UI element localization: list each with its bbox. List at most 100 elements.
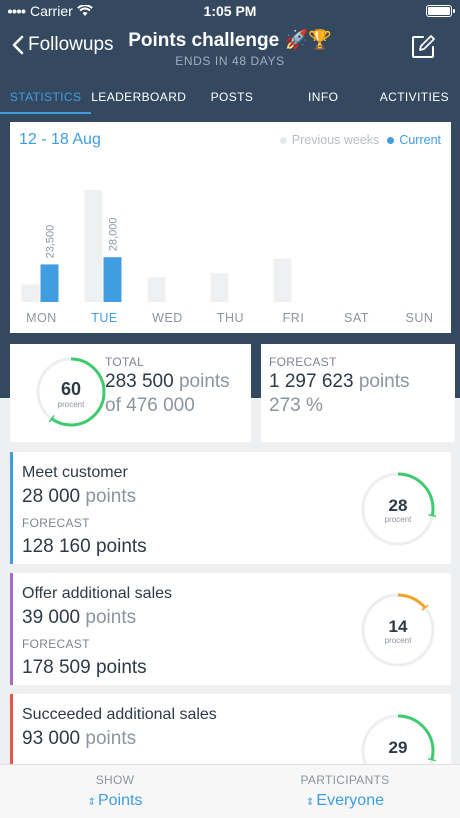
activity-points-value: 93 000 [22,728,81,749]
ring-end-tick [48,415,55,423]
back-label: Followups [28,34,114,55]
activity-color-bar [10,452,13,564]
tab-info[interactable]: INFO [308,90,339,104]
show-value-row: ⇕ Points [0,792,230,810]
total-points-unit: points [178,371,230,392]
show-selector[interactable]: SHOW ⇕ Points [0,765,230,818]
forecast-points-value: 1 297 623 [269,371,354,392]
bar-previous-fri [273,258,292,302]
ring-end-tick [421,604,429,611]
ring-end-tick [427,757,436,762]
show-label: SHOW [95,773,135,787]
activity-card-offer-additional-sales[interactable]: Offer additional sales 39 000 points FOR… [10,573,451,685]
total-points-value: 283 500 [105,371,174,392]
forecast-percent: 273 % [269,395,323,416]
legend-current: Current [387,133,441,147]
activity-color-bar [10,694,13,764]
activity-percent: 28 [388,496,408,515]
activity-points: 28 000 points [22,486,136,508]
navigation-bar: Followups Points challenge 🚀🏆 ENDS IN 48… [0,24,460,74]
ring-progress-arc [361,593,435,667]
activity-percent: 14 [388,617,408,636]
x-tick-sun: SUN [406,311,434,325]
participants-value: Everyone [316,792,384,809]
ring-progress-arc [361,714,435,764]
activity-percent: 29 [388,738,408,757]
data-label-tue: 28,000 [108,218,120,252]
activity-forecast-value: 178 509 points [22,657,147,678]
activity-progress-ring [361,472,436,546]
activity-color-bar [10,573,13,685]
forecast-label: FORECAST [269,355,337,369]
bar-current-mon [40,264,59,302]
weekly-chart-card: 23,500 MON 28,000 TUE WED THU FRI SAT SUN 12 - 1… [10,122,451,333]
tab-statistics[interactable]: STATISTICS [0,84,92,114]
page-title: Points challenge 🚀🏆 [128,30,332,51]
legend-previous: Previous weeks [279,133,380,147]
carrier-name: Carrier [30,3,73,19]
activity-title: Offer additional sales [22,585,173,602]
bar-previous-thu [210,273,229,302]
back-button[interactable]: Followups [12,34,114,56]
bar-previous-wed [147,277,166,302]
activity-progress-ring [361,593,435,667]
tab-leaderboard[interactable]: LEADERBOARD [91,90,187,104]
activity-percent-unit: procent [384,515,412,524]
chart-legend: Previous weeks Current [279,133,441,147]
participants-selector[interactable]: PARTICIPANTS ⇕ Everyone [230,765,460,818]
tab-posts[interactable]: POSTS [210,90,254,104]
activity-forecast-label: FORECAST [22,516,90,530]
x-tick-sat: SAT [344,311,369,325]
total-card: 60 procent TOTAL 283 500 points of 476 0… [10,344,251,442]
activity-points-unit: points [85,607,137,628]
x-tick-tue: TUE [91,311,118,325]
activity-points-value: 39 000 [22,607,81,628]
bar-previous-tue [84,190,103,302]
total-percent-unit: procent [57,400,85,409]
activity-points-unit: points [85,728,137,749]
participants-label: PARTICIPANTS [300,773,390,787]
bottom-filter-bar: SHOW ⇕ Points PARTICIPANTS ⇕ Everyone [0,764,460,818]
total-percent: 60 [60,379,82,399]
x-tick-thu: THU [217,311,244,325]
legend-previous-dot [279,136,287,144]
compose-icon[interactable] [410,34,436,60]
activity-progress-ring [361,714,436,764]
weekly-bar-chart: 23,500 MON 28,000 TUE WED THU FRI SAT SUN [21,190,434,325]
status-time: 1:05 PM [203,3,257,19]
activity-card-succeeded-additional-sales[interactable]: Succeeded additional sales 93 000 points… [10,694,451,764]
forecast-points-unit: points [358,371,410,392]
total-points: 283 500 points [105,371,230,393]
x-tick-wed: WED [152,311,183,325]
sort-arrows-icon: ⇕ [306,797,315,808]
activity-card-meet-customer[interactable]: Meet customer 28 000 points FORECAST 128… [10,452,451,564]
x-tick-fri: FRI [283,311,305,325]
legend-current-dot [387,136,395,144]
ring-end-tick [428,514,436,518]
total-label: TOTAL [105,355,145,369]
ring-progress-arc [361,472,435,546]
activity-points-value: 28 000 [22,486,81,507]
forecast-card: FORECAST 1 297 623 points 273 % [261,344,455,442]
status-bar: Carrier 1:05 PM [0,0,460,22]
total-of: of 476 000 [105,395,195,416]
total-progress-ring [36,357,106,427]
activity-points-unit: points [85,486,137,507]
status-left: Carrier [8,3,93,19]
tab-bar: STATISTICS LEADERBOARD POSTS INFO ACTIVI… [0,84,460,114]
activity-percent-unit: procent [384,636,412,645]
x-tick-mon: MON [26,311,57,325]
legend-current-label: Current [399,133,441,147]
activity-title: Meet customer [22,464,128,481]
signal-icon [8,9,26,13]
tab-activities[interactable]: ACTIVITIES [379,90,450,104]
ring-progress-arc [36,357,106,427]
activity-points: 39 000 points [22,607,136,629]
activity-forecast-label: FORECAST [22,637,90,651]
legend-previous-label: Previous weeks [291,133,380,147]
bar-current-tue [103,257,122,302]
activity-forecast-value: 128 160 points [22,536,147,557]
data-label-mon: 23,500 [45,225,57,259]
participants-value-row: ⇕ Everyone [230,792,460,810]
activity-title: Succeeded additional sales [22,706,217,723]
